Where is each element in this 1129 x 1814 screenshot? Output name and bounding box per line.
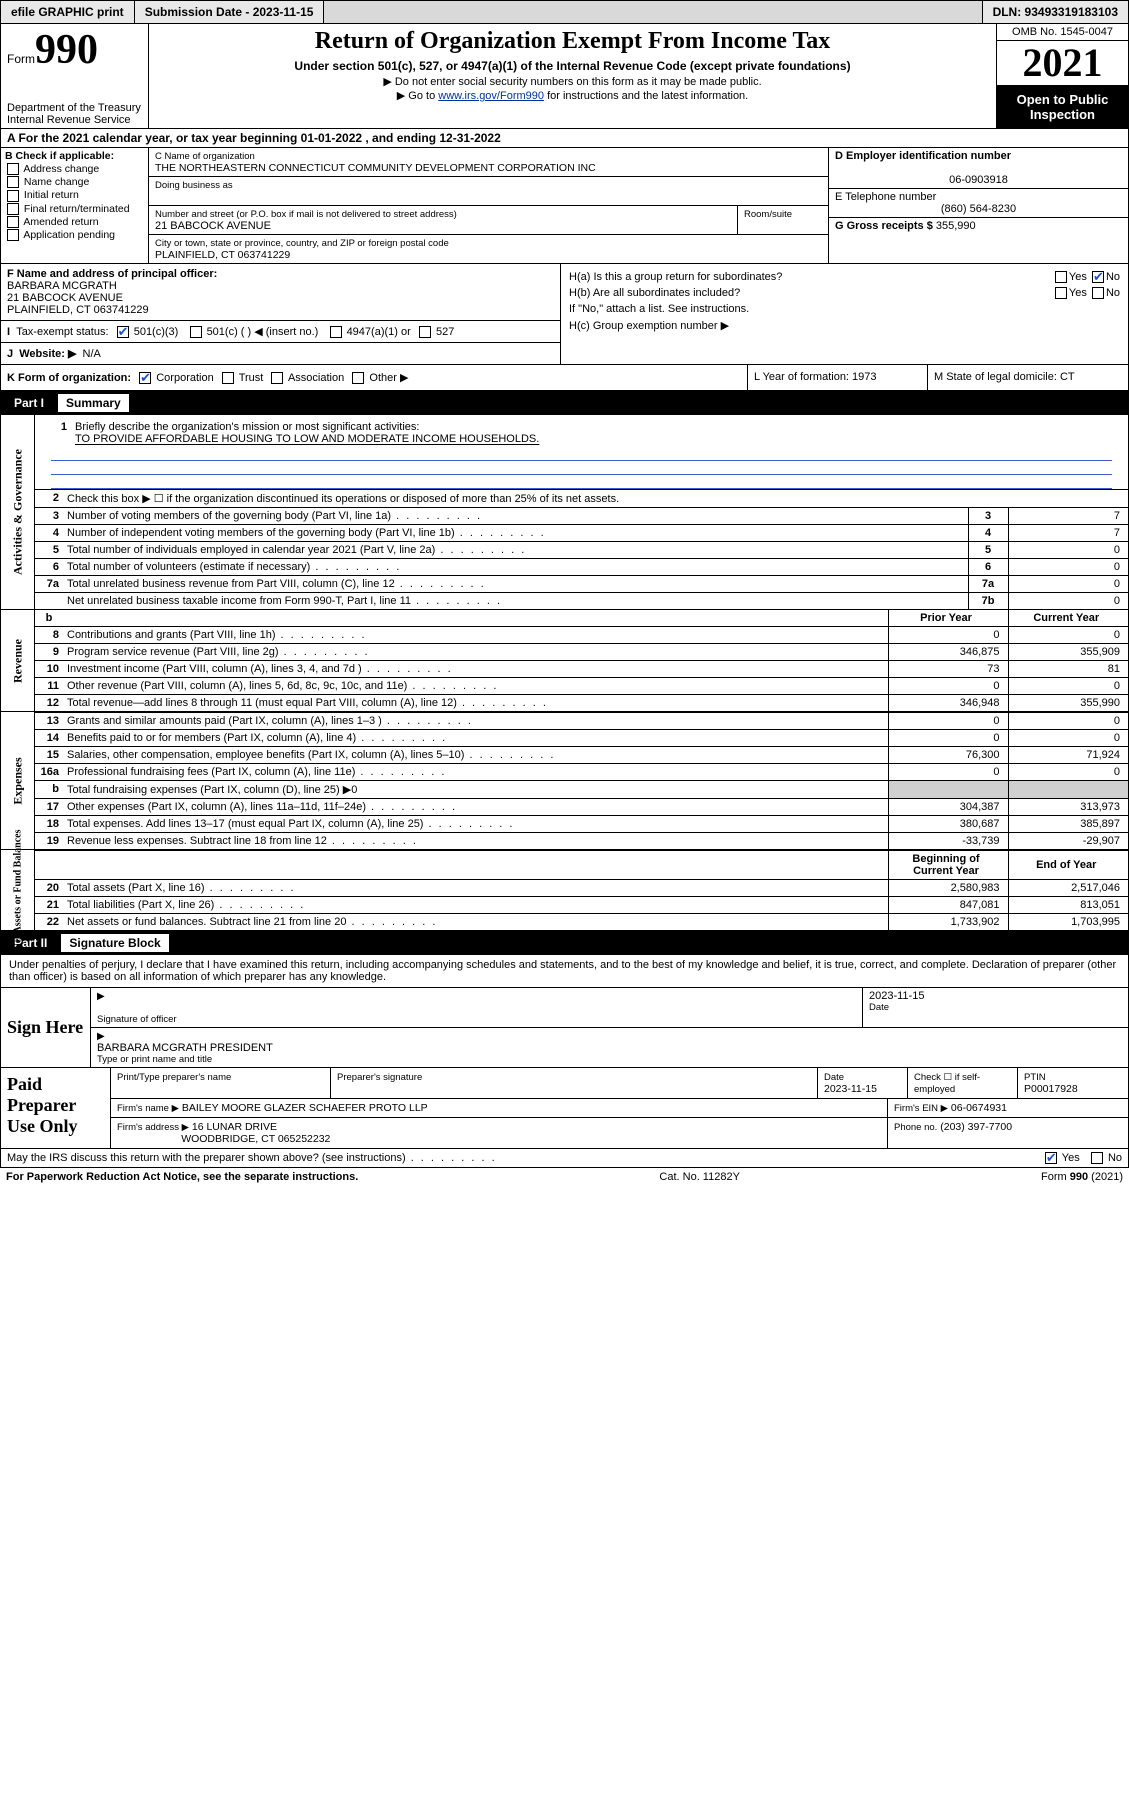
form-header: Form990 Department of the Treasury Inter… [0,24,1129,129]
vtab-revenue: Revenue [1,610,35,711]
entity-block: A For the 2021 calendar year, or tax yea… [0,129,1129,391]
year-formation: L Year of formation: 1973 [748,365,928,390]
form-subtitle: Under section 501(c), 527, or 4947(a)(1)… [155,59,990,73]
ha-no[interactable] [1092,271,1104,283]
form-number: Form990 [7,26,142,74]
cb-trust[interactable] [222,372,234,384]
cb-527[interactable] [419,326,431,338]
room-cell: Room/suite [738,206,828,234]
website: J Website: ▶ N/A [1,343,560,364]
part1-header: Part I Summary [0,391,1129,415]
preparer-name: Print/Type preparer's name [111,1068,331,1098]
cb-initial-return[interactable]: Initial return [5,189,144,201]
form-of-org: K Form of organization: Corporation Trus… [1,365,748,390]
department: Department of the Treasury Internal Reve… [7,102,142,126]
discuss-yes[interactable] [1045,1152,1057,1164]
discuss-no[interactable] [1091,1152,1103,1164]
netassets-table: Beginning of Current Year End of Year 20… [35,850,1128,930]
ptin: PTINP00017928 [1018,1068,1128,1098]
vtab-netassets: Net Assets or Fund Balances [1,850,35,930]
signature-block: Under penalties of perjury, I declare th… [0,955,1129,1168]
cb-corp[interactable] [139,372,151,384]
prep-date: Date2023-11-15 [818,1068,908,1098]
ein-cell: D Employer identification number 06-0903… [829,148,1128,189]
vtab-governance: Activities & Governance [1,415,35,609]
cb-other[interactable] [352,372,364,384]
note-ssn: ▶ Do not enter social security numbers o… [155,75,990,88]
cb-501c3[interactable] [117,326,129,338]
efile-print-button[interactable]: efile GRAPHIC print [1,1,135,23]
cb-name-change[interactable]: Name change [5,176,144,188]
hb-yes[interactable] [1055,287,1067,299]
firm-name: Firm's name ▶ BAILEY MOORE GLAZER SCHAEF… [111,1099,888,1117]
firm-ein: Firm's EIN ▶ 06-0674931 [888,1099,1128,1117]
may-discuss: May the IRS discuss this return with the… [1,1148,1128,1167]
page-footer: For Paperwork Reduction Act Notice, see … [0,1168,1129,1186]
street-cell: Number and street (or P.O. box if mail i… [149,206,738,234]
submission-date: Submission Date - 2023-11-15 [135,1,325,23]
mission-block: 1 Briefly describe the organization's mi… [35,415,1128,489]
note-link: ▶ Go to www.irs.gov/Form990 for instruct… [155,89,990,102]
form-title: Return of Organization Exempt From Incom… [155,28,990,55]
org-name-cell: C Name of organization THE NORTHEASTERN … [149,148,828,177]
tax-exempt-status: I Tax-exempt status: 501(c)(3) 501(c) ( … [1,321,560,343]
line-a: A For the 2021 calendar year, or tax yea… [1,129,1128,148]
city-cell: City or town, state or province, country… [149,234,828,263]
open-inspection: Open to PublicInspection [997,86,1128,128]
firm-address: Firm's address ▶ 16 LUNAR DRIVE WOODBRID… [111,1118,888,1148]
state-domicile: M State of legal domicile: CT [928,365,1128,390]
cb-amended[interactable]: Amended return [5,216,144,228]
section-b: B Check if applicable: Address change Na… [1,148,149,263]
perjury-declaration: Under penalties of perjury, I declare th… [1,955,1128,987]
paid-preparer-label: Paid Preparer Use Only [1,1068,111,1148]
part2-header: Part II Signature Block [0,931,1129,955]
omb-number: OMB No. 1545-0047 [997,24,1128,41]
cb-4947[interactable] [330,326,342,338]
cb-final-return[interactable]: Final return/terminated [5,203,144,215]
tax-year: 2021 [997,41,1128,86]
cb-pending[interactable]: Application pending [5,229,144,241]
cb-501c[interactable] [190,326,202,338]
expenses-table: 13Grants and similar amounts paid (Part … [35,712,1128,849]
sig-date: 2023-11-15 Date [863,988,1128,1027]
gross-receipts: G Gross receipts $ 355,990 [829,218,1128,234]
officer-sig[interactable]: Signature of officer [91,988,863,1027]
sign-here-label: Sign Here [1,988,91,1067]
hb-no[interactable] [1092,287,1104,299]
dba-cell: Doing business as [149,177,828,206]
officer-name: BARBARA MCGRATH PRESIDENT Type or print … [91,1028,1128,1067]
mission-text: TO PROVIDE AFFORDABLE HOUSING TO LOW AND… [75,433,539,445]
dln: DLN: 93493319183103 [982,1,1128,23]
self-employed[interactable]: Check ☐ if self-employed [908,1068,1018,1098]
irs-link[interactable]: www.irs.gov/Form990 [438,90,544,102]
section-h: H(a) Is this a group return for subordin… [561,264,1128,364]
governance-table: 2Check this box ▶ ☐ if the organization … [35,489,1128,609]
cb-address-change[interactable]: Address change [5,163,144,175]
top-bar: efile GRAPHIC print Submission Date - 20… [0,0,1129,24]
revenue-table: b Prior Year Current Year 8Contributions… [35,610,1128,711]
ha-yes[interactable] [1055,271,1067,283]
preparer-sig[interactable]: Preparer's signature [331,1068,818,1098]
principal-officer: F Name and address of principal officer:… [1,264,560,321]
cb-assoc[interactable] [271,372,283,384]
firm-phone: Phone no. (203) 397-7700 [888,1118,1128,1148]
phone-cell: E Telephone number (860) 564-8230 [829,189,1128,218]
org-name: THE NORTHEASTERN CONNECTICUT COMMUNITY D… [155,162,596,174]
